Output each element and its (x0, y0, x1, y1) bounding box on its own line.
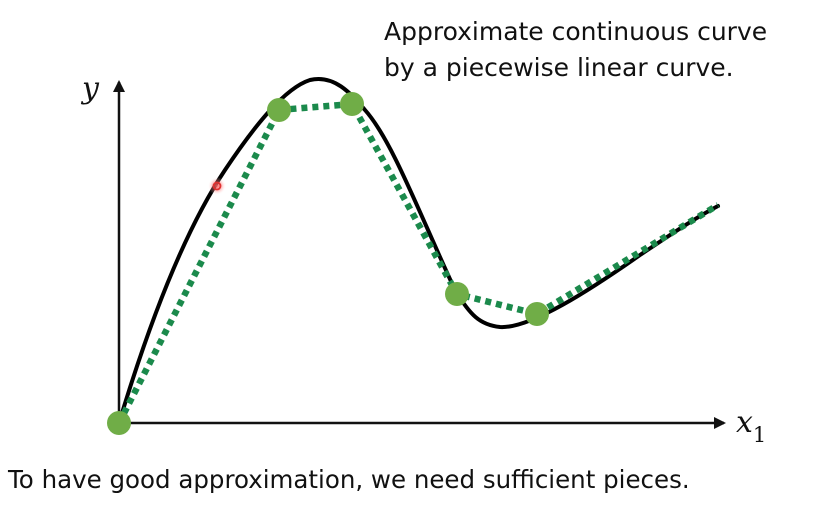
heading-line-1: Approximate continuous curve (384, 17, 768, 46)
x-axis-label: x1 (736, 405, 766, 447)
breakpoints (107, 92, 549, 435)
breakpoint (107, 411, 131, 435)
heading-line-2: by a piecewise linear curve. (384, 53, 734, 82)
breakpoint (267, 98, 291, 122)
red-dot-cursor-icon (208, 177, 226, 195)
breakpoint (340, 92, 364, 116)
breakpoint (445, 282, 469, 306)
y-axis-label: y (80, 71, 100, 106)
piecewise-linear-curve (116, 100, 720, 425)
x-axis-label-main: x (736, 405, 753, 440)
breakpoint (525, 302, 549, 326)
heading: Approximate continuous curve by a piecew… (384, 14, 824, 86)
continuous-curve (117, 76, 720, 425)
x-axis-label-subscript: 1 (753, 423, 766, 447)
caption: To have good approximation, we need suff… (8, 465, 690, 494)
